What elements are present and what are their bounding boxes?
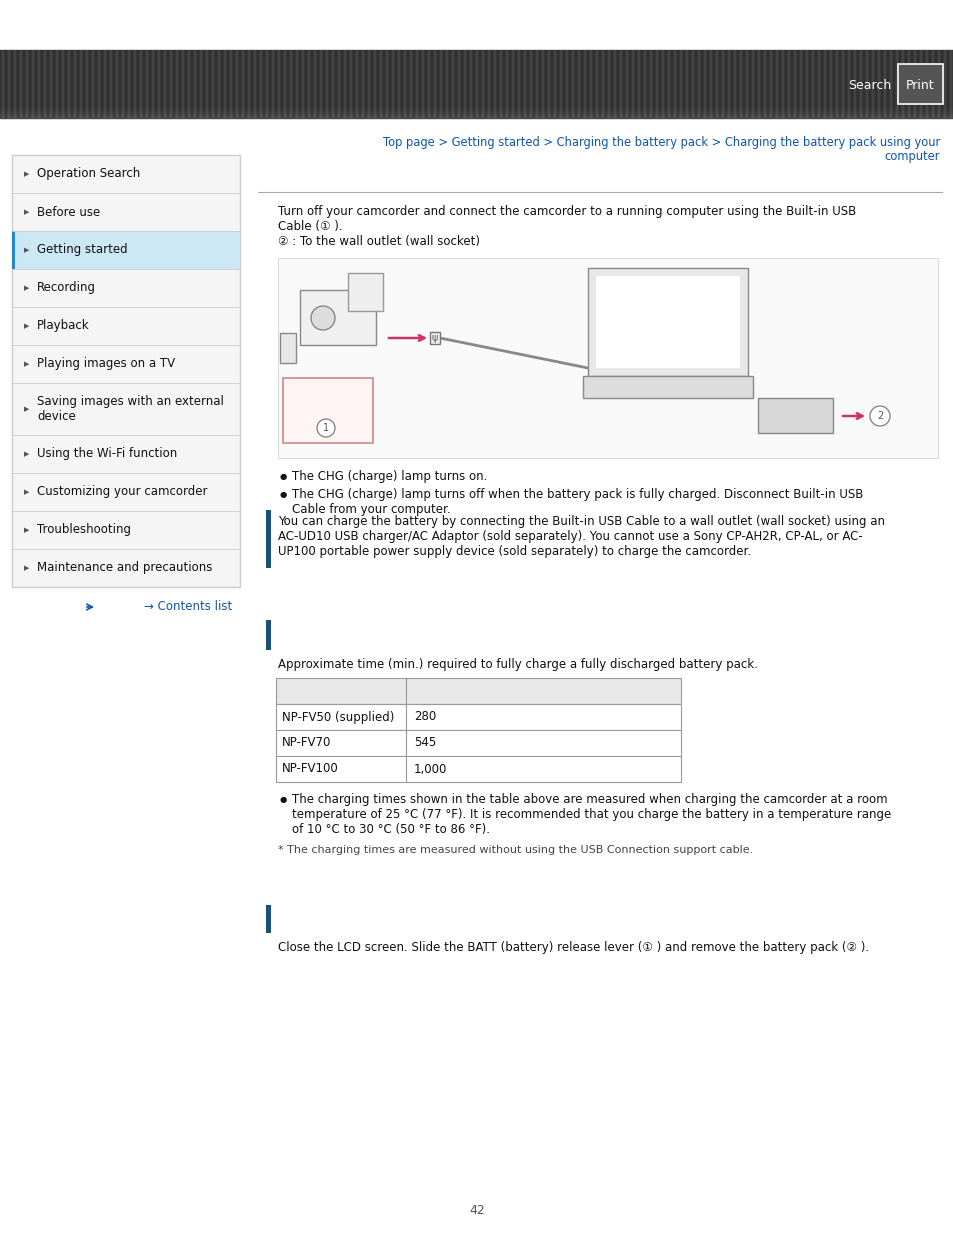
Text: Playback: Playback <box>37 320 90 332</box>
Text: ▶: ▶ <box>24 451 30 457</box>
Bar <box>275 756 680 782</box>
Text: device: device <box>37 410 75 422</box>
Text: ▶: ▶ <box>24 361 30 367</box>
Text: computer: computer <box>883 149 939 163</box>
Text: ▶: ▶ <box>24 209 30 215</box>
Bar <box>266 620 271 650</box>
Bar <box>582 375 752 398</box>
Text: Getting started: Getting started <box>37 243 128 257</box>
Bar <box>0 49 953 119</box>
Text: NP-FV70: NP-FV70 <box>282 736 331 750</box>
Text: 42: 42 <box>469 1203 484 1216</box>
Text: ●: ● <box>280 472 287 480</box>
Bar <box>897 63 942 105</box>
Text: NP-FV50 (supplied): NP-FV50 (supplied) <box>282 710 394 724</box>
Text: ψ: ψ <box>432 333 437 343</box>
Circle shape <box>869 406 889 426</box>
Text: of 10 °C to 30 °C (50 °F to 86 °F).: of 10 °C to 30 °C (50 °F to 86 °F). <box>292 823 490 836</box>
Text: Troubleshooting: Troubleshooting <box>37 524 131 536</box>
Bar <box>758 398 832 433</box>
Text: The CHG (charge) lamp turns off when the battery pack is fully charged. Disconne: The CHG (charge) lamp turns off when the… <box>292 488 862 501</box>
Text: ▶: ▶ <box>24 170 30 177</box>
Text: * The charging times are measured without using the USB Connection support cable: * The charging times are measured withou… <box>277 845 753 855</box>
Text: ●: ● <box>280 795 287 804</box>
Text: You can charge the battery by connecting the Built-in USB Cable to a wall outlet: You can charge the battery by connecting… <box>277 515 884 529</box>
Text: Search: Search <box>847 79 891 91</box>
Bar <box>12 231 15 269</box>
Text: Recording: Recording <box>37 282 96 294</box>
Text: ▶: ▶ <box>24 406 30 412</box>
Text: Operation Search: Operation Search <box>37 168 140 180</box>
Bar <box>12 231 240 269</box>
Bar <box>596 275 740 368</box>
Text: Cable from your computer.: Cable from your computer. <box>292 503 450 516</box>
Text: Using the Wi-Fi function: Using the Wi-Fi function <box>37 447 177 461</box>
Text: Cable (① ).: Cable (① ). <box>277 220 342 233</box>
Text: Saving images with an external: Saving images with an external <box>37 395 224 409</box>
Bar <box>12 156 240 587</box>
Text: Print: Print <box>904 79 933 91</box>
Text: Maintenance and precautions: Maintenance and precautions <box>37 562 213 574</box>
Bar <box>275 678 680 704</box>
Text: ▶: ▶ <box>24 489 30 495</box>
Text: Playing images on a TV: Playing images on a TV <box>37 357 175 370</box>
Bar <box>280 333 295 363</box>
Bar <box>266 510 271 568</box>
Text: AC-UD10 USB charger/AC Adaptor (sold separately). You cannot use a Sony CP-AH2R,: AC-UD10 USB charger/AC Adaptor (sold sep… <box>277 530 862 543</box>
Bar <box>275 704 680 730</box>
Text: Top page > Getting started > Charging the battery pack > Charging the battery pa: Top page > Getting started > Charging th… <box>382 136 939 149</box>
Bar <box>275 730 680 756</box>
Text: 280: 280 <box>414 710 436 724</box>
Text: ▶: ▶ <box>24 285 30 291</box>
Text: Customizing your camcorder: Customizing your camcorder <box>37 485 208 499</box>
Text: temperature of 25 °C (77 °F). It is recommended that you charge the battery in a: temperature of 25 °C (77 °F). It is reco… <box>292 808 890 821</box>
Text: 545: 545 <box>414 736 436 750</box>
Text: ② : To the wall outlet (wall socket): ② : To the wall outlet (wall socket) <box>277 235 479 248</box>
Text: NP-FV100: NP-FV100 <box>282 762 338 776</box>
Text: ▶: ▶ <box>24 527 30 534</box>
Bar <box>283 378 373 443</box>
Text: Approximate time (min.) required to fully charge a fully discharged battery pack: Approximate time (min.) required to full… <box>277 658 757 671</box>
Circle shape <box>311 306 335 330</box>
Text: Close the LCD screen. Slide the BATT (battery) release lever (① ) and remove the: Close the LCD screen. Slide the BATT (ba… <box>277 941 868 953</box>
Bar <box>348 273 382 311</box>
Text: 2: 2 <box>876 411 882 421</box>
Text: ▶: ▶ <box>24 247 30 253</box>
Text: Before use: Before use <box>37 205 100 219</box>
Bar <box>430 332 439 345</box>
Bar <box>266 905 271 932</box>
Circle shape <box>316 419 335 437</box>
Text: → Contents list: → Contents list <box>144 600 232 614</box>
Text: ▶: ▶ <box>24 324 30 329</box>
Bar <box>277 258 937 458</box>
Bar <box>299 290 375 345</box>
Text: ▶: ▶ <box>24 564 30 571</box>
Text: 1,000: 1,000 <box>414 762 447 776</box>
Text: The CHG (charge) lamp turns on.: The CHG (charge) lamp turns on. <box>292 471 487 483</box>
Text: The charging times shown in the table above are measured when charging the camco: The charging times shown in the table ab… <box>292 793 886 806</box>
Text: Turn off your camcorder and connect the camcorder to a running computer using th: Turn off your camcorder and connect the … <box>277 205 856 219</box>
Text: ●: ● <box>280 490 287 499</box>
Bar <box>587 268 747 375</box>
Text: 1: 1 <box>323 424 329 433</box>
Text: UP100 portable power supply device (sold separately) to charge the camcorder.: UP100 portable power supply device (sold… <box>277 545 750 558</box>
